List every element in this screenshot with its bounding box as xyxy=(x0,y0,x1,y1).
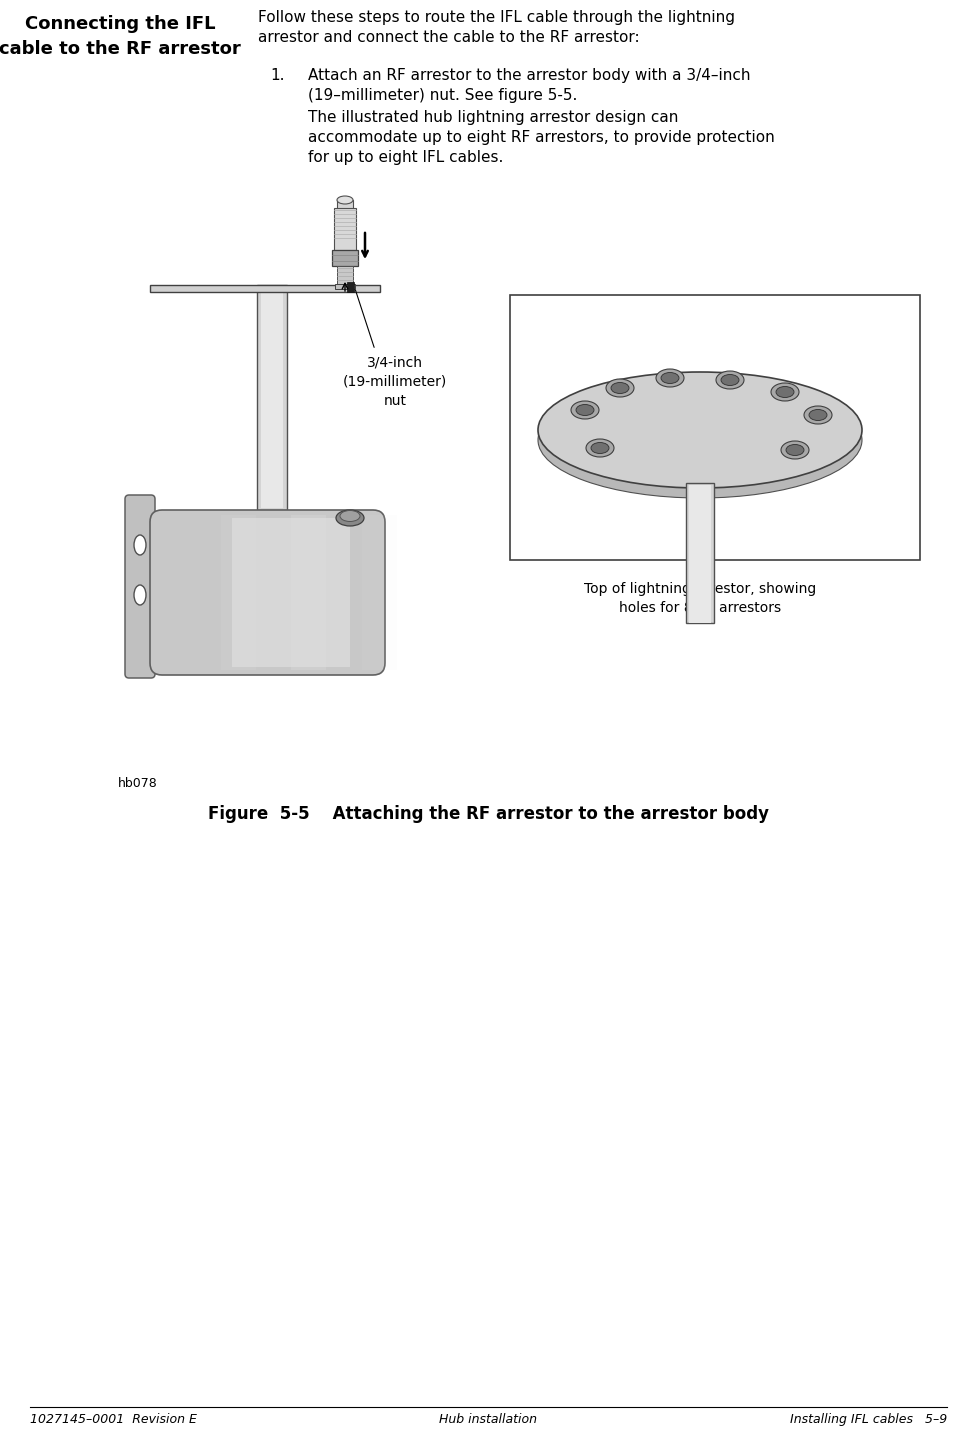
Bar xyxy=(257,285,287,510)
Text: Hub installation: Hub installation xyxy=(439,1413,537,1426)
Ellipse shape xyxy=(538,382,862,498)
FancyBboxPatch shape xyxy=(150,510,385,674)
Ellipse shape xyxy=(538,372,862,488)
Ellipse shape xyxy=(337,196,353,203)
Bar xyxy=(347,282,354,292)
Bar xyxy=(150,285,380,292)
Bar xyxy=(334,208,356,251)
Bar xyxy=(361,516,397,670)
Ellipse shape xyxy=(656,369,684,387)
Ellipse shape xyxy=(606,379,634,397)
Bar xyxy=(510,295,920,560)
Ellipse shape xyxy=(716,371,744,390)
Text: hb078: hb078 xyxy=(118,778,157,790)
Text: Connecting the IFL
cable to the RF arrestor: Connecting the IFL cable to the RF arres… xyxy=(0,14,241,59)
Ellipse shape xyxy=(576,404,594,415)
Ellipse shape xyxy=(771,382,799,401)
Ellipse shape xyxy=(776,387,794,398)
Bar xyxy=(689,485,711,623)
Bar xyxy=(686,483,714,623)
FancyBboxPatch shape xyxy=(125,495,155,677)
Ellipse shape xyxy=(781,441,809,460)
Bar xyxy=(233,518,350,667)
Ellipse shape xyxy=(340,510,360,521)
Text: The illustrated hub lightning arrestor design can
accommodate up to eight RF arr: The illustrated hub lightning arrestor d… xyxy=(308,110,775,165)
Text: 3/4-inch
(19-millimeter)
nut: 3/4-inch (19-millimeter) nut xyxy=(343,355,447,408)
Bar xyxy=(332,251,358,266)
Ellipse shape xyxy=(336,510,364,526)
Bar xyxy=(337,200,353,211)
Text: 1.: 1. xyxy=(270,67,284,83)
Ellipse shape xyxy=(591,442,609,454)
Text: Follow these steps to route the IFL cable through the lightning
arrestor and con: Follow these steps to route the IFL cabl… xyxy=(258,10,735,44)
Text: Attach an RF arrestor to the arrestor body with a 3/4–inch
(19–millimeter) nut. : Attach an RF arrestor to the arrestor bo… xyxy=(308,67,750,103)
Bar xyxy=(335,284,355,289)
Text: 1027145–0001  Revision E: 1027145–0001 Revision E xyxy=(30,1413,197,1426)
Ellipse shape xyxy=(611,382,629,394)
Text: Top of lightning arrestor, showing
holes for 8 RF arrestors: Top of lightning arrestor, showing holes… xyxy=(584,581,816,616)
Text: Figure  5-5    Attaching the RF arrestor to the arrestor body: Figure 5-5 Attaching the RF arrestor to … xyxy=(207,805,769,823)
Ellipse shape xyxy=(721,375,739,385)
Ellipse shape xyxy=(661,372,679,384)
Ellipse shape xyxy=(809,410,827,421)
Ellipse shape xyxy=(804,407,832,424)
Ellipse shape xyxy=(571,401,599,420)
Ellipse shape xyxy=(134,536,146,556)
Text: Installing IFL cables   5–9: Installing IFL cables 5–9 xyxy=(789,1413,947,1426)
Ellipse shape xyxy=(786,444,804,455)
Bar xyxy=(174,516,209,670)
Bar xyxy=(221,516,256,670)
Bar xyxy=(291,516,326,670)
Ellipse shape xyxy=(586,440,614,457)
Ellipse shape xyxy=(134,586,146,604)
Bar xyxy=(337,266,353,284)
Bar xyxy=(261,286,283,508)
